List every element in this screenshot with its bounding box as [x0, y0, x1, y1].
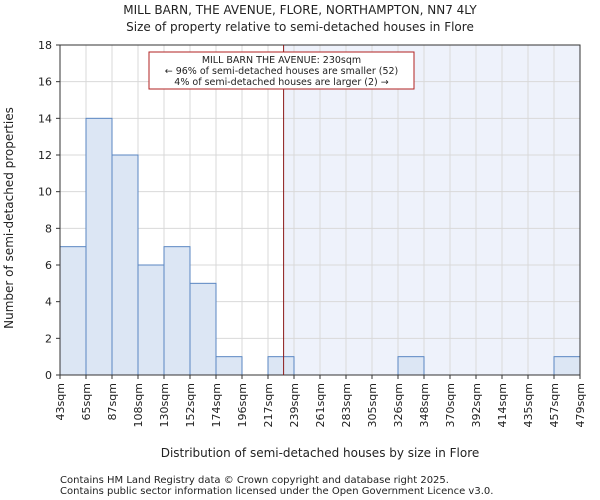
x-tick-label: 217sqm — [262, 383, 275, 427]
y-axis-label: Number of semi-detached properties — [2, 107, 16, 329]
bar — [163, 246, 191, 376]
annotation-box — [148, 51, 415, 90]
chart-title-line1: MILL BARN, THE AVENUE, FLORE, NORTHAMPTO… — [123, 3, 477, 17]
y-tick-label: 2 — [45, 332, 52, 345]
bar — [111, 154, 139, 376]
x-tick-label: 392sqm — [470, 383, 483, 427]
bar — [267, 356, 295, 376]
bar — [137, 264, 165, 376]
annotation-title: MILL BARN THE AVENUE: 230sqm — [202, 55, 361, 66]
x-tick-label: 239sqm — [288, 383, 301, 427]
x-tick-label: 108sqm — [132, 383, 145, 427]
annotation-larger: 4% of semi-detached houses are larger (2… — [174, 77, 388, 88]
bar — [215, 356, 243, 376]
x-tick-label: 283sqm — [340, 383, 353, 427]
x-tick-label: 457sqm — [548, 383, 561, 427]
x-tick-label: 414sqm — [496, 383, 509, 427]
annotation-smaller: ← 96% of semi-detached houses are smalle… — [165, 66, 399, 77]
x-tick-label: 348sqm — [418, 383, 431, 427]
y-tick-label: 8 — [45, 222, 52, 235]
x-tick-label: 43sqm — [54, 383, 67, 420]
plot-area: 0 2 4 6 8 10 12 14 16 18 43sqm 65sqm 87sqm 108sqm 130s… — [38, 39, 587, 427]
bar — [59, 246, 87, 376]
x-tick-label: 305sqm — [366, 383, 379, 427]
x-tick-label: 326sqm — [392, 383, 405, 427]
x-tick-label: 479sqm — [574, 383, 587, 427]
footer-line2: Contains public sector information licen… — [60, 486, 493, 497]
y-tick-label: 18 — [38, 39, 52, 52]
bar — [189, 282, 217, 376]
bar — [553, 356, 581, 376]
y-tick-label: 6 — [45, 259, 52, 272]
x-tick-label: 435sqm — [522, 383, 535, 427]
footer-line1: Contains HM Land Registry data © Crown c… — [60, 475, 449, 486]
y-tick-label: 10 — [38, 186, 52, 199]
y-tick-label: 4 — [45, 296, 52, 309]
bar — [397, 356, 425, 376]
x-tick-label: 261sqm — [314, 383, 327, 427]
x-tick-label: 152sqm — [184, 383, 197, 427]
y-tick-label: 0 — [45, 369, 52, 382]
x-tick-label: 174sqm — [210, 383, 223, 427]
x-tick-label: 196sqm — [236, 383, 249, 427]
x-tick-label: 130sqm — [158, 383, 171, 427]
x-tick-label: 65sqm — [80, 383, 93, 420]
x-tick-label: 87sqm — [106, 383, 119, 420]
chart-title-line2: Size of property relative to semi-detach… — [126, 20, 474, 34]
y-tick-label: 12 — [38, 149, 52, 162]
x-tick-label: 370sqm — [444, 383, 457, 427]
y-tick-label: 16 — [38, 76, 52, 89]
larger-region-shade — [283, 45, 580, 375]
bar — [85, 117, 113, 376]
x-axis-label: Distribution of semi-detached houses by … — [161, 446, 480, 460]
y-tick-label: 14 — [38, 112, 52, 125]
